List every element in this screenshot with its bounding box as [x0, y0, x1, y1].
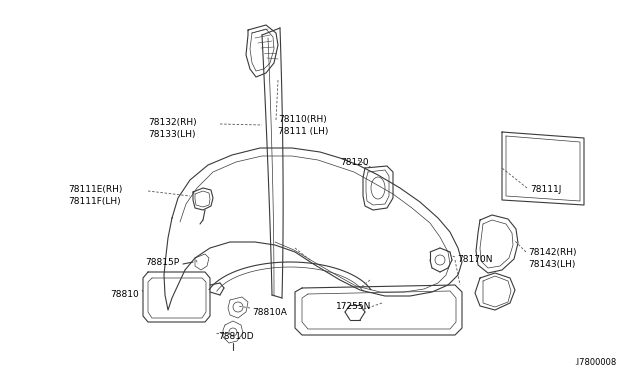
Text: 17255N: 17255N [336, 302, 371, 311]
Text: 78810A: 78810A [252, 308, 287, 317]
Text: 78132(RH): 78132(RH) [148, 118, 196, 127]
Text: 78111J: 78111J [530, 185, 561, 194]
Text: 78111F(LH): 78111F(LH) [68, 197, 120, 206]
Text: 78111E(RH): 78111E(RH) [68, 185, 122, 194]
Text: 78111 (LH): 78111 (LH) [278, 127, 328, 136]
Text: 78815P: 78815P [145, 258, 179, 267]
Text: 78142(RH): 78142(RH) [528, 248, 577, 257]
Text: 78170N: 78170N [457, 255, 493, 264]
Text: 78810: 78810 [110, 290, 139, 299]
Text: 78810D: 78810D [218, 332, 253, 341]
Text: 78120: 78120 [340, 158, 369, 167]
Text: 78110(RH): 78110(RH) [278, 115, 327, 124]
Text: 78133(LH): 78133(LH) [148, 130, 195, 139]
Text: .I7800008: .I7800008 [574, 358, 616, 367]
Text: 78143(LH): 78143(LH) [528, 260, 575, 269]
